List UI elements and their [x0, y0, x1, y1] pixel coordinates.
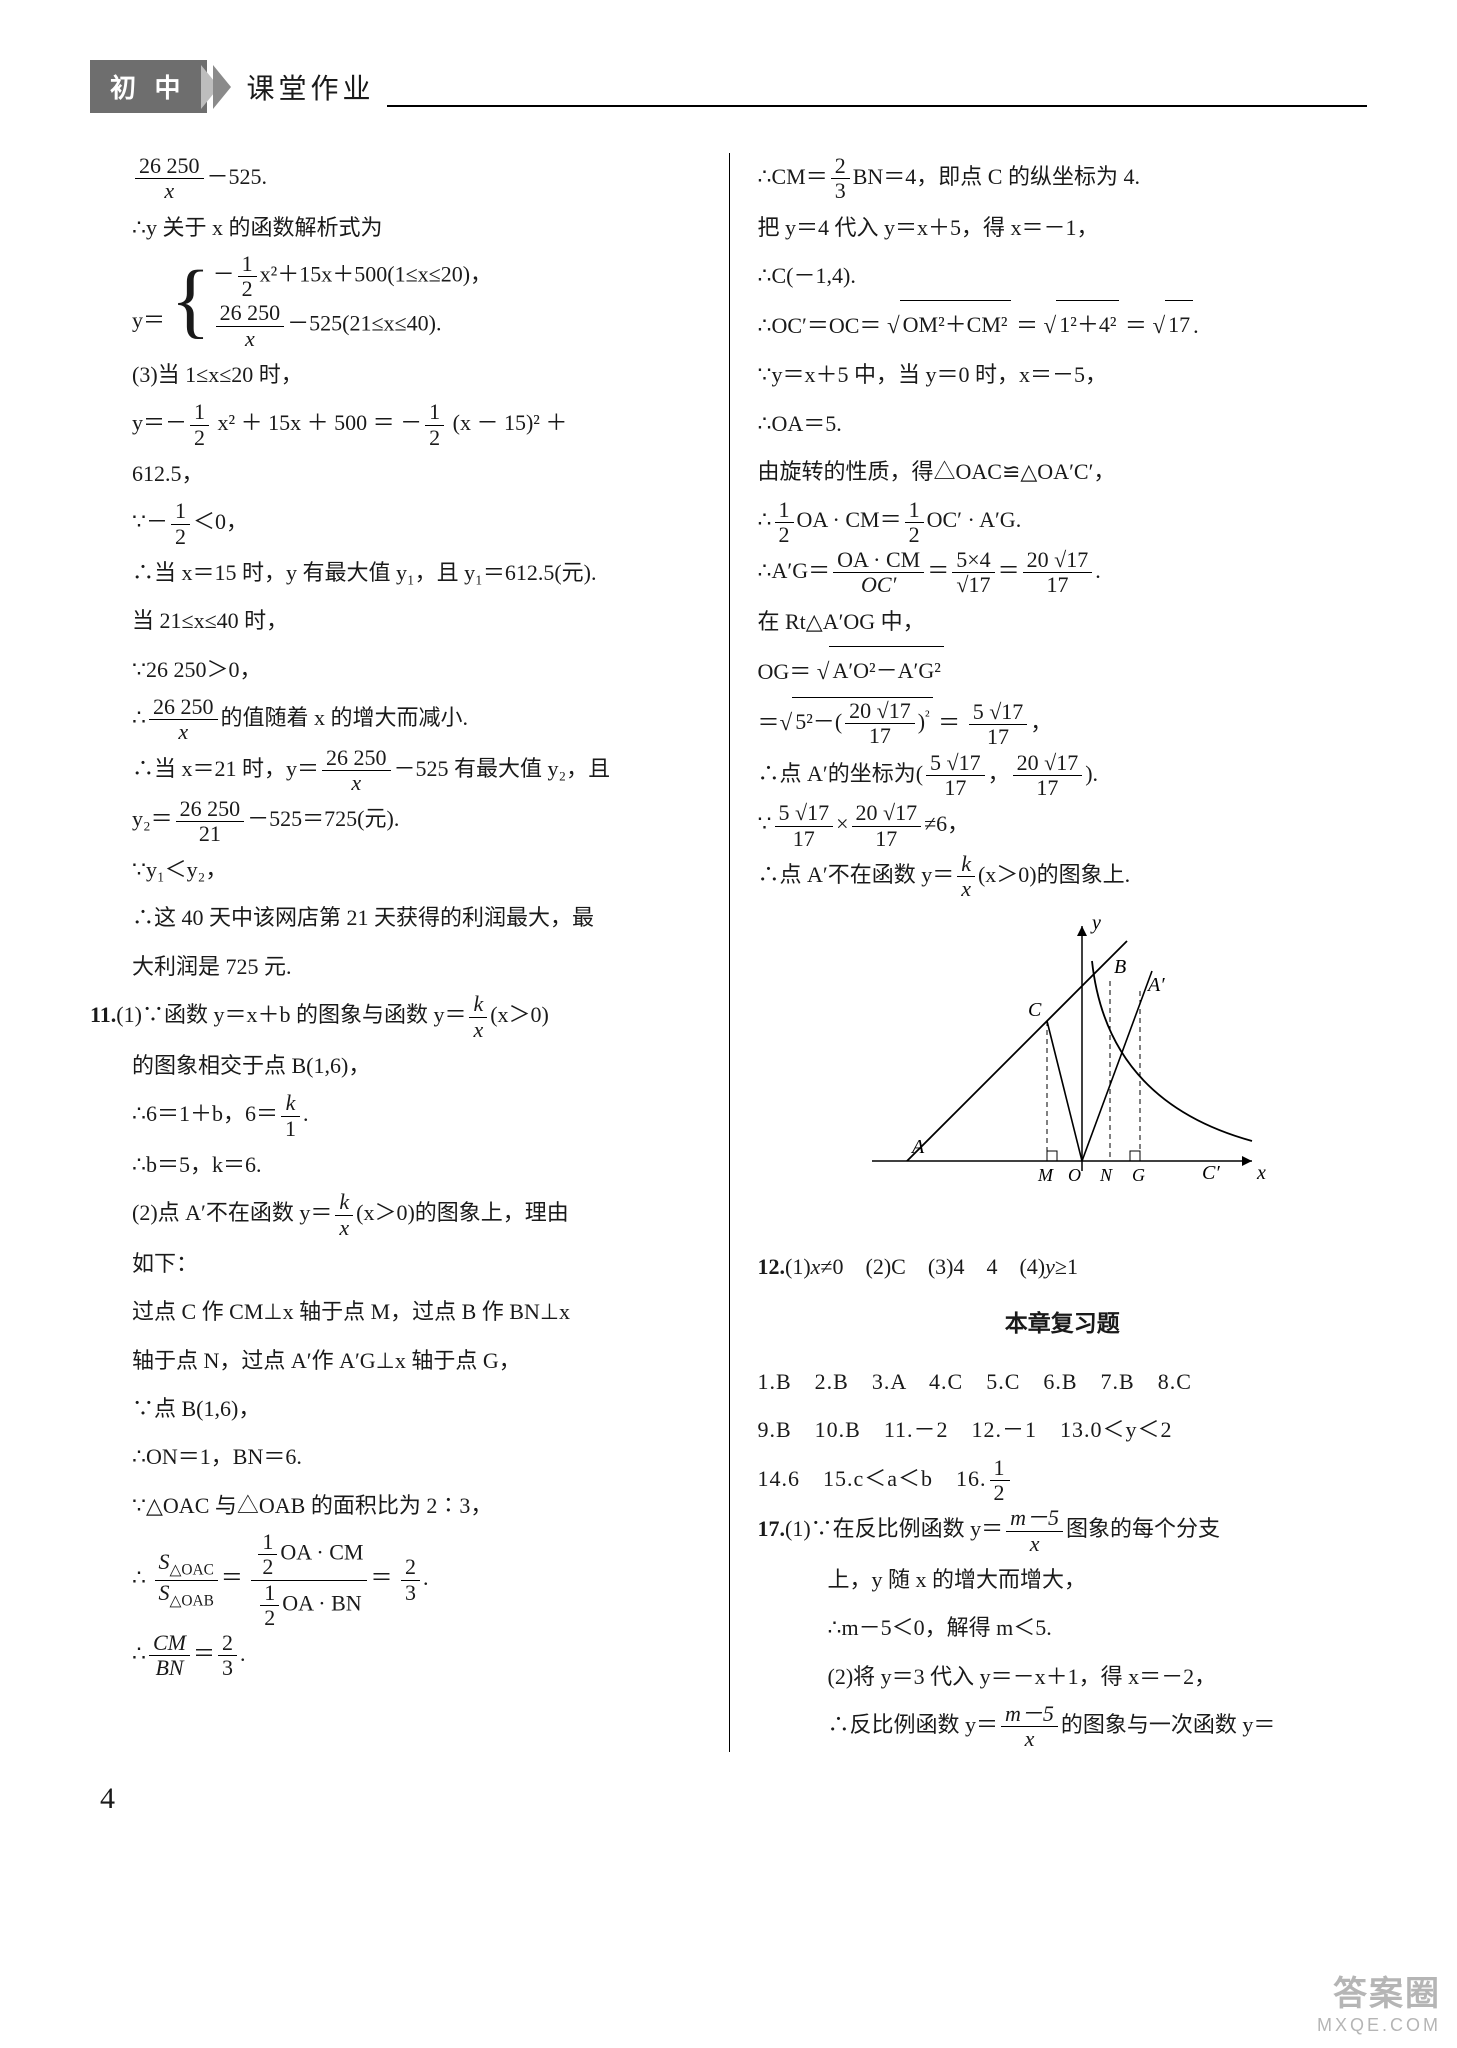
line: ∴OA＝5.	[758, 400, 1368, 448]
q11: 11.(1)∵函数 y＝x＋b 的图象与函数 y＝kx(x＞0)	[90, 991, 701, 1042]
line: ∴当 x＝21 时，y＝26 250x－525 有最大值 y₂，且	[90, 745, 701, 796]
line: ∴OC′＝OC＝ OM²＋CM² ＝ 1²＋4² ＝ 17.	[758, 300, 1368, 351]
line: y＝ { －12x²＋15x＋500(1≤x≤20)， 26 250x－525(…	[90, 252, 701, 351]
graph-svg: y x A C B A′ C′ M O N G	[852, 911, 1272, 1211]
answers-row-2: 9.B 10.B 11.－2 12.－1 13.0＜y＜2	[758, 1406, 1368, 1454]
line: ∵点 B(1,6)，	[90, 1385, 701, 1433]
line: ∴点 A′的坐标为(5 √1717，20 √1717).	[758, 750, 1368, 801]
watermark: 答案圈 MXQE.COM	[1317, 1966, 1441, 2036]
line: ∴A′G＝OA · CMOC′＝5×4√17＝20 √1717.	[758, 547, 1368, 598]
line: 当 21≤x≤40 时，	[90, 597, 701, 645]
line: ∴y 关于 x 的函数解析式为	[90, 204, 701, 252]
line: 在 Rt△A′OG 中，	[758, 598, 1368, 646]
line: 把 y＝4 代入 y＝x＋5，得 x＝－1，	[758, 204, 1368, 252]
line: ∴26 250x的值随着 x 的增大而减小.	[90, 694, 701, 745]
line: ∵y₁＜y₂，	[90, 846, 701, 894]
line: ∴12OA · CM＝12OC′ · A′G.	[758, 496, 1368, 547]
line: 大利润是 725 元.	[90, 943, 701, 991]
line: ∴反比例函数 y＝m－5x的图象与一次函数 y＝	[758, 1701, 1368, 1752]
svg-text:C: C	[1028, 999, 1042, 1021]
line: OG＝ A′O²－A′G²	[758, 646, 1368, 697]
line: ∵5 √1717×20 √1717≠6，	[758, 800, 1368, 851]
svg-text:x: x	[1256, 1162, 1266, 1184]
line: y₂＝26 25021－525＝725(元).	[90, 795, 701, 846]
line: ∴CM＝23BN＝4，即点 C 的纵坐标为 4.	[758, 153, 1368, 204]
line: (3)当 1≤x≤20 时，	[90, 351, 701, 399]
svg-text:A′: A′	[1146, 974, 1165, 996]
line: 过点 C 作 CM⊥x 轴于点 M，过点 B 作 BN⊥x	[90, 1288, 701, 1336]
line: 轴于点 N，过点 A′作 A′G⊥x 轴于点 G，	[90, 1337, 701, 1385]
line: (2)点 A′不在函数 y＝kx(x＞0)的图象上，理由	[90, 1189, 701, 1240]
line: (2)将 y＝3 代入 y＝－x＋1，得 x＝－2，	[758, 1653, 1368, 1701]
page-header: 初 中 课堂作业	[90, 60, 1367, 113]
line: ∵26 250＞0，	[90, 646, 701, 694]
svg-text:M: M	[1037, 1165, 1054, 1185]
watermark-line1: 答案圈	[1317, 1966, 1441, 2015]
line: ∴这 40 天中该网店第 21 天获得的利润最大，最	[90, 894, 701, 942]
header-badge: 初 中	[90, 60, 207, 113]
svg-text:y: y	[1090, 912, 1101, 934]
svg-text:O: O	[1068, 1165, 1081, 1185]
watermark-line2: MXQE.COM	[1317, 2015, 1441, 2036]
line: 由旋转的性质，得△OAC≌△OA′C′，	[758, 448, 1368, 496]
header-title: 课堂作业	[237, 67, 375, 107]
answers-row-1: 1.B 2.B 3.A 4.C 5.C 6.B 7.B 8.C	[758, 1358, 1368, 1406]
column-right: ∴CM＝23BN＝4，即点 C 的纵坐标为 4. 把 y＝4 代入 y＝x＋5，…	[729, 153, 1368, 1752]
column-left: 26 250x－525. ∴y 关于 x 的函数解析式为 y＝ { －12x²＋…	[90, 153, 729, 1752]
content-columns: 26 250x－525. ∴y 关于 x 的函数解析式为 y＝ { －12x²＋…	[90, 153, 1367, 1752]
line: 的图象相交于点 B(1,6)，	[90, 1042, 701, 1090]
line: ∴C(－1,4).	[758, 252, 1368, 300]
line: ∴ S△OAC S△OAB ＝ 12OA · CM 12OA · BN ＝ 23…	[90, 1530, 701, 1630]
line: ∵y＝x＋5 中，当 y＝0 时，x＝－5，	[758, 351, 1368, 399]
line: ∵△OAC 与△OAB 的面积比为 2∶3，	[90, 1482, 701, 1530]
graph-figure: y x A C B A′ C′ M O N G	[758, 911, 1368, 1228]
line: ∵－12＜0，	[90, 498, 701, 549]
svg-text:B: B	[1114, 956, 1126, 978]
q17: 17.(1)∵在反比例函数 y＝m－5x图象的每个分支	[758, 1505, 1368, 1556]
svg-text:G: G	[1132, 1165, 1145, 1185]
svg-text:A: A	[910, 1136, 925, 1158]
line: 上，y 随 x 的增大而增大，	[758, 1556, 1368, 1604]
page: 初 中 课堂作业 26 250x－525. ∴y 关于 x 的函数解析式为 y＝…	[0, 0, 1457, 1856]
line: 26 250x－525.	[90, 153, 701, 204]
header-rule	[387, 105, 1367, 107]
line: ＝5²－(20 √1717)² ＝ 5 √1717，	[758, 697, 1368, 750]
line: ∴6＝1＋b，6＝k1.	[90, 1090, 701, 1141]
answers-row-3: 14.6 15.c＜a＜b 16.12	[758, 1455, 1368, 1506]
review-title: 本章复习题	[758, 1299, 1368, 1350]
line: ∴b＝5，k＝6.	[90, 1141, 701, 1189]
line: ∴点 A′不在函数 y＝kx(x＞0)的图象上.	[758, 851, 1368, 902]
line: ∴ON＝1，BN＝6.	[90, 1433, 701, 1481]
line: 612.5，	[90, 450, 701, 498]
q12: 12.12.(1)x≠0 (2)C (3)4 4 (4)y≥1(1)x≠0 (2…	[758, 1243, 1368, 1291]
svg-text:C′: C′	[1202, 1162, 1220, 1184]
line: ∴当 x＝15 时，y 有最大值 y₁，且 y₁＝612.5(元).	[90, 549, 701, 597]
page-number: 4	[100, 1782, 1367, 1816]
line: y＝－12 x² ＋ 15x ＋ 500 ＝ －12 (x － 15)² ＋	[90, 399, 701, 450]
chevrons-icon	[207, 65, 231, 109]
svg-text:N: N	[1099, 1165, 1113, 1185]
line: 如下：	[90, 1240, 701, 1288]
line: ∴CMBN＝23.	[90, 1630, 701, 1681]
line: ∴m－5＜0，解得 m＜5.	[758, 1604, 1368, 1652]
